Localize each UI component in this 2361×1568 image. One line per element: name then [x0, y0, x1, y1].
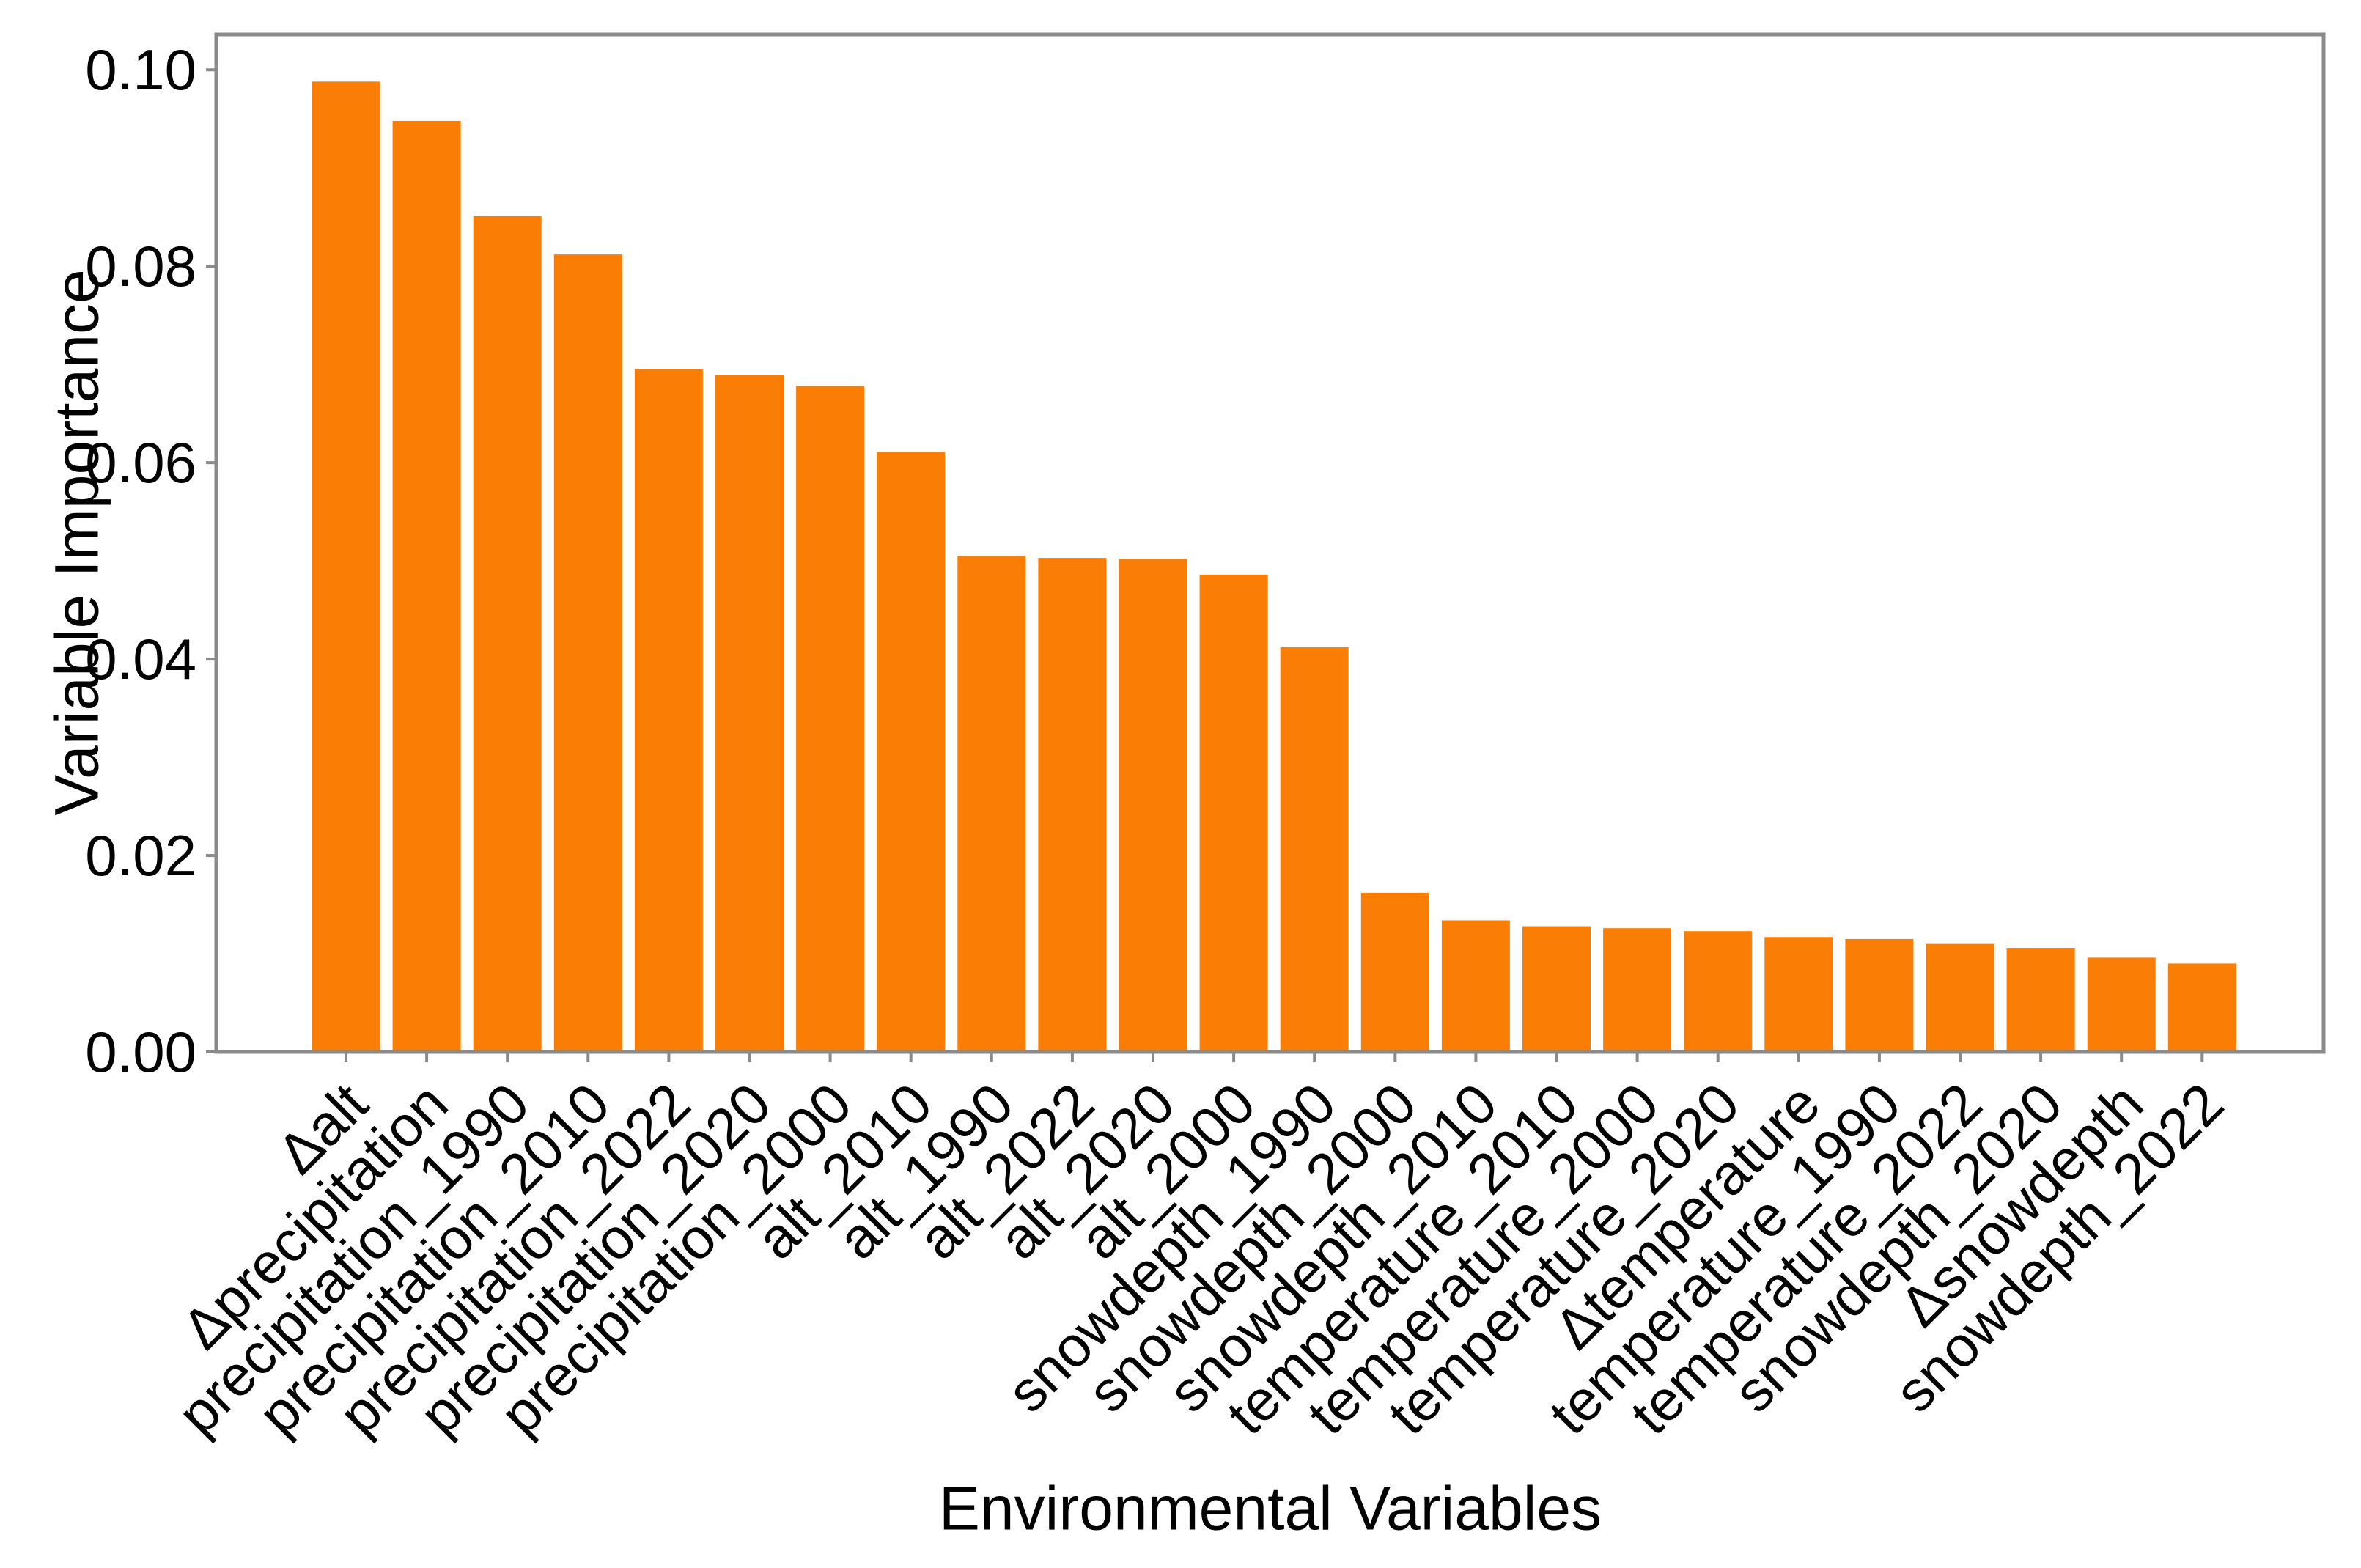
bar-snowdepth_2022 [2167, 963, 2236, 1052]
y-tick-label-0.00: 0.00 [85, 1020, 196, 1084]
bar-precipitation_2022 [634, 369, 703, 1053]
y-tick-label-0.08: 0.08 [85, 234, 196, 299]
bar-precipitation_2000 [796, 386, 865, 1052]
bar-alt_1990 [957, 556, 1026, 1052]
y-tick-label-0.02: 0.02 [85, 823, 196, 888]
y-tick-label-0.06: 0.06 [85, 430, 196, 496]
bar-alt_2022 [1038, 558, 1107, 1052]
bar-alt_2010 [877, 452, 946, 1052]
bar-alt_2000 [1199, 574, 1268, 1052]
bar-snowdepth_1990 [1280, 647, 1349, 1052]
bar-precipitation_2010 [553, 254, 622, 1052]
bar-precipitation_2020 [715, 375, 784, 1052]
bar-snowdepth_2000 [1360, 892, 1429, 1052]
bar-Δprecipitation [392, 120, 461, 1052]
bar-precipitation_1990 [473, 216, 542, 1052]
bar-snowdepth_2010 [1441, 920, 1510, 1052]
bar-Δalt [312, 81, 380, 1053]
bar-temperature_2022 [1926, 943, 1994, 1052]
x-axis-title: Environmental Variables [938, 1473, 1602, 1543]
bar-temperature_2010 [1522, 926, 1591, 1052]
y-axis-title: Variable Importance [42, 269, 111, 816]
bar-Δsnowdepth [2087, 957, 2156, 1052]
bar-temperature_1990 [1845, 938, 1914, 1052]
bar-temperature_2020 [1684, 931, 1753, 1052]
bar-snowdepth_2020 [2006, 947, 2075, 1052]
bar-temperature_2000 [1603, 928, 1672, 1052]
bar-Δtemperature [1764, 937, 1833, 1052]
plot-border [214, 32, 2326, 1054]
y-tick-label-0.04: 0.04 [85, 627, 196, 692]
y-tick-label-0.10: 0.10 [85, 37, 196, 103]
bar-alt_2020 [1119, 559, 1187, 1052]
